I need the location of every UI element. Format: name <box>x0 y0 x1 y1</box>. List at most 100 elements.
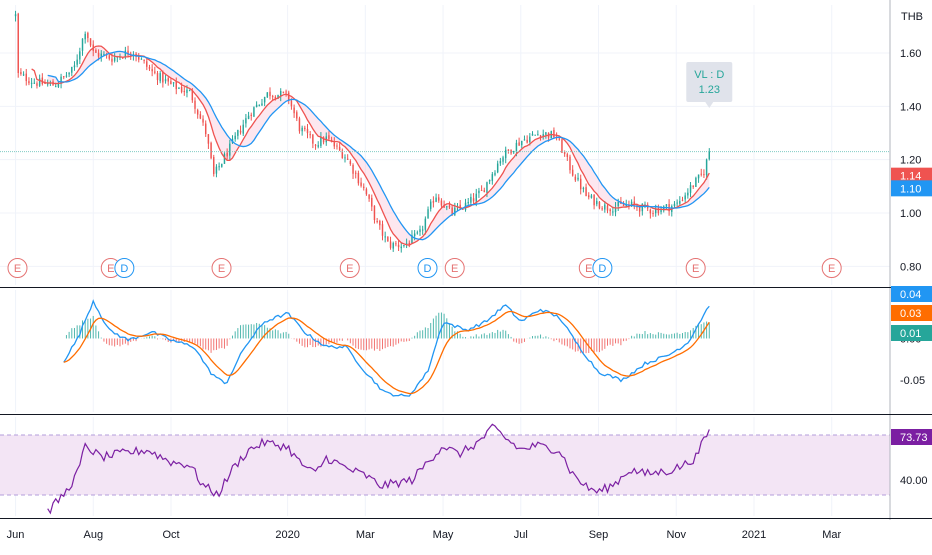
candle-body <box>33 82 36 84</box>
candle-body <box>213 157 215 175</box>
candle-body <box>703 174 705 176</box>
candle-body <box>164 79 167 82</box>
candle-body <box>483 190 486 193</box>
event-label: E <box>585 263 592 275</box>
candle-body <box>392 243 394 249</box>
histogram-value-badge <box>891 325 932 341</box>
candle-body <box>234 135 236 140</box>
candle-body <box>207 134 210 144</box>
candle-body <box>488 179 491 182</box>
candle-body <box>148 67 151 69</box>
candle-body <box>79 51 81 60</box>
time-tick-label: Mar <box>356 529 375 541</box>
candle-body <box>405 243 408 245</box>
macd-tick-label: -0.05 <box>900 375 925 387</box>
histogram-value-badge-text: 0.01 <box>900 328 921 340</box>
candle-body <box>156 73 159 81</box>
candle-body <box>245 118 247 124</box>
candle-body <box>196 110 199 115</box>
candle-body <box>167 78 169 82</box>
candle-body <box>705 159 708 176</box>
candle-body <box>210 142 212 159</box>
candle-body <box>553 129 555 138</box>
candle-body <box>523 139 526 141</box>
tooltip-bubble <box>686 62 733 108</box>
candle-body <box>574 176 577 181</box>
candle-body <box>97 52 100 57</box>
candle-body <box>111 58 113 62</box>
candle-body <box>689 185 692 193</box>
candle-body <box>384 236 386 238</box>
candle-body <box>71 66 73 73</box>
candle-body <box>429 201 432 209</box>
candle-body <box>684 195 686 200</box>
candle-body <box>73 65 76 68</box>
event-label: D <box>598 263 606 275</box>
candle-body <box>665 204 668 207</box>
candle-body <box>494 172 496 175</box>
candle-body <box>253 107 255 117</box>
candle-body <box>365 189 368 195</box>
candle-body <box>510 149 512 154</box>
price-tick-label: 1.40 <box>900 101 921 113</box>
candle-body <box>448 205 451 208</box>
event-label: E <box>346 263 353 275</box>
candle-body <box>419 229 421 233</box>
candle-body <box>202 118 204 123</box>
candle-body <box>545 132 547 135</box>
candle-body <box>328 135 330 139</box>
candle-body <box>491 174 494 181</box>
candle-body <box>521 140 523 146</box>
macd-value-badge-text: 0.04 <box>900 289 921 301</box>
candle-body <box>427 209 429 219</box>
time-tick-label: 2020 <box>275 529 299 541</box>
candle-body <box>263 97 266 103</box>
candle-body <box>191 90 194 101</box>
candle-body <box>614 207 617 213</box>
candle-body <box>301 127 303 132</box>
candle-body <box>542 134 544 137</box>
candle-body <box>127 50 129 55</box>
candle-body <box>14 14 17 17</box>
candle-body <box>293 107 295 114</box>
candle-body <box>282 91 285 93</box>
candle-body <box>387 236 389 242</box>
ma-value-badge <box>891 180 932 197</box>
candle-body <box>579 178 582 190</box>
candle-body <box>349 161 352 165</box>
candle-body <box>515 142 518 153</box>
candle-body <box>504 149 507 159</box>
candle-body <box>54 86 57 88</box>
candle-body <box>357 172 360 184</box>
candle-body <box>41 77 44 84</box>
candle-body <box>657 208 660 214</box>
candle-body <box>60 76 62 84</box>
event-label: E <box>451 263 458 275</box>
candle-body <box>247 115 250 119</box>
candle-body <box>478 190 480 194</box>
candle-body <box>330 139 333 142</box>
candle-body <box>146 61 148 67</box>
candle-body <box>371 197 373 207</box>
axes-layer: THB0.801.001.201.401.600.00-0.0540.00Jun… <box>0 0 932 541</box>
candle-body <box>277 95 279 99</box>
candle-body <box>687 192 689 196</box>
candle-body <box>81 38 84 51</box>
candle-body <box>199 114 202 119</box>
rsi-value-badge <box>891 429 932 445</box>
candle-body <box>695 177 697 187</box>
candle-body <box>95 49 97 53</box>
candle-body <box>443 205 445 208</box>
candle-body <box>561 139 563 153</box>
candle-body <box>180 86 183 92</box>
earnings-event-icon <box>821 258 842 278</box>
candle-body <box>89 38 92 46</box>
time-tick-label: Aug <box>83 529 103 541</box>
candle-body <box>121 57 124 59</box>
indicator-lines-layer <box>0 45 890 515</box>
ma-value-badge-text: 1.10 <box>900 183 921 195</box>
candle-body <box>376 221 378 223</box>
candle-body <box>65 75 68 77</box>
price-tick-label: 1.20 <box>900 155 921 167</box>
